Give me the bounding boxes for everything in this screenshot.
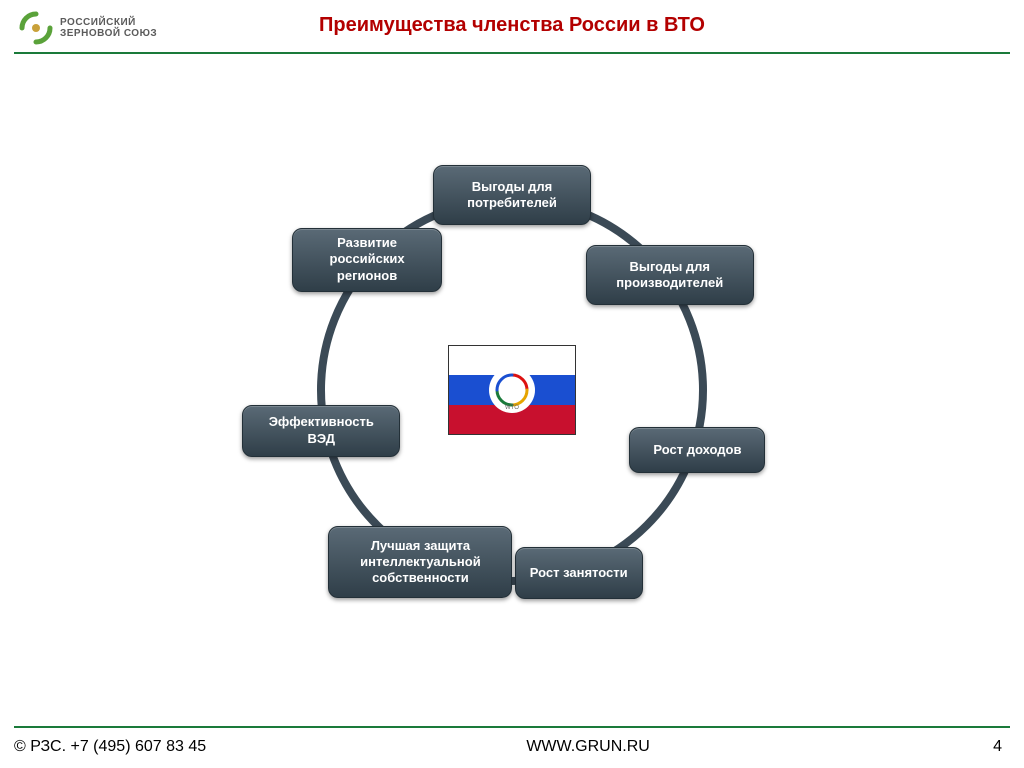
svg-text:WTO: WTO: [505, 405, 519, 411]
node-regions: Развитие российских регионов: [292, 228, 442, 292]
footer-copyright: © РЗС. +7 (495) 607 83 45: [14, 738, 206, 756]
node-income: Рост доходов: [629, 427, 765, 473]
node-consumers: Выгоды для потребителей: [433, 165, 591, 225]
node-employment: Рост занятости: [515, 547, 643, 599]
diagram: WTO Выгоды для потребителей Выгоды для пр…: [0, 70, 1024, 710]
node-ved: Эффективность ВЭД: [242, 405, 400, 457]
slide: РОССИЙСКИЙ ЗЕРНОВОЙ СОЮЗ Преимущества чл…: [0, 0, 1024, 768]
header: РОССИЙСКИЙ ЗЕРНОВОЙ СОЮЗ Преимущества чл…: [0, 0, 1024, 56]
header-rule: [14, 52, 1010, 54]
slide-number: 4: [993, 738, 1002, 756]
page-title: Преимущества членства России в ВТО: [0, 14, 1024, 37]
node-ip: Лучшая защита интеллектуальной собственн…: [328, 526, 512, 598]
footer-url: WWW.GRUN.RU: [526, 738, 650, 756]
center-flag: WTO: [448, 345, 576, 435]
footer: © РЗС. +7 (495) 607 83 45 WWW.GRUN.RU: [14, 738, 1010, 756]
node-producers: Выгоды для производителей: [586, 245, 754, 305]
wto-badge-icon: WTO: [489, 367, 535, 413]
footer-rule: [14, 726, 1010, 728]
